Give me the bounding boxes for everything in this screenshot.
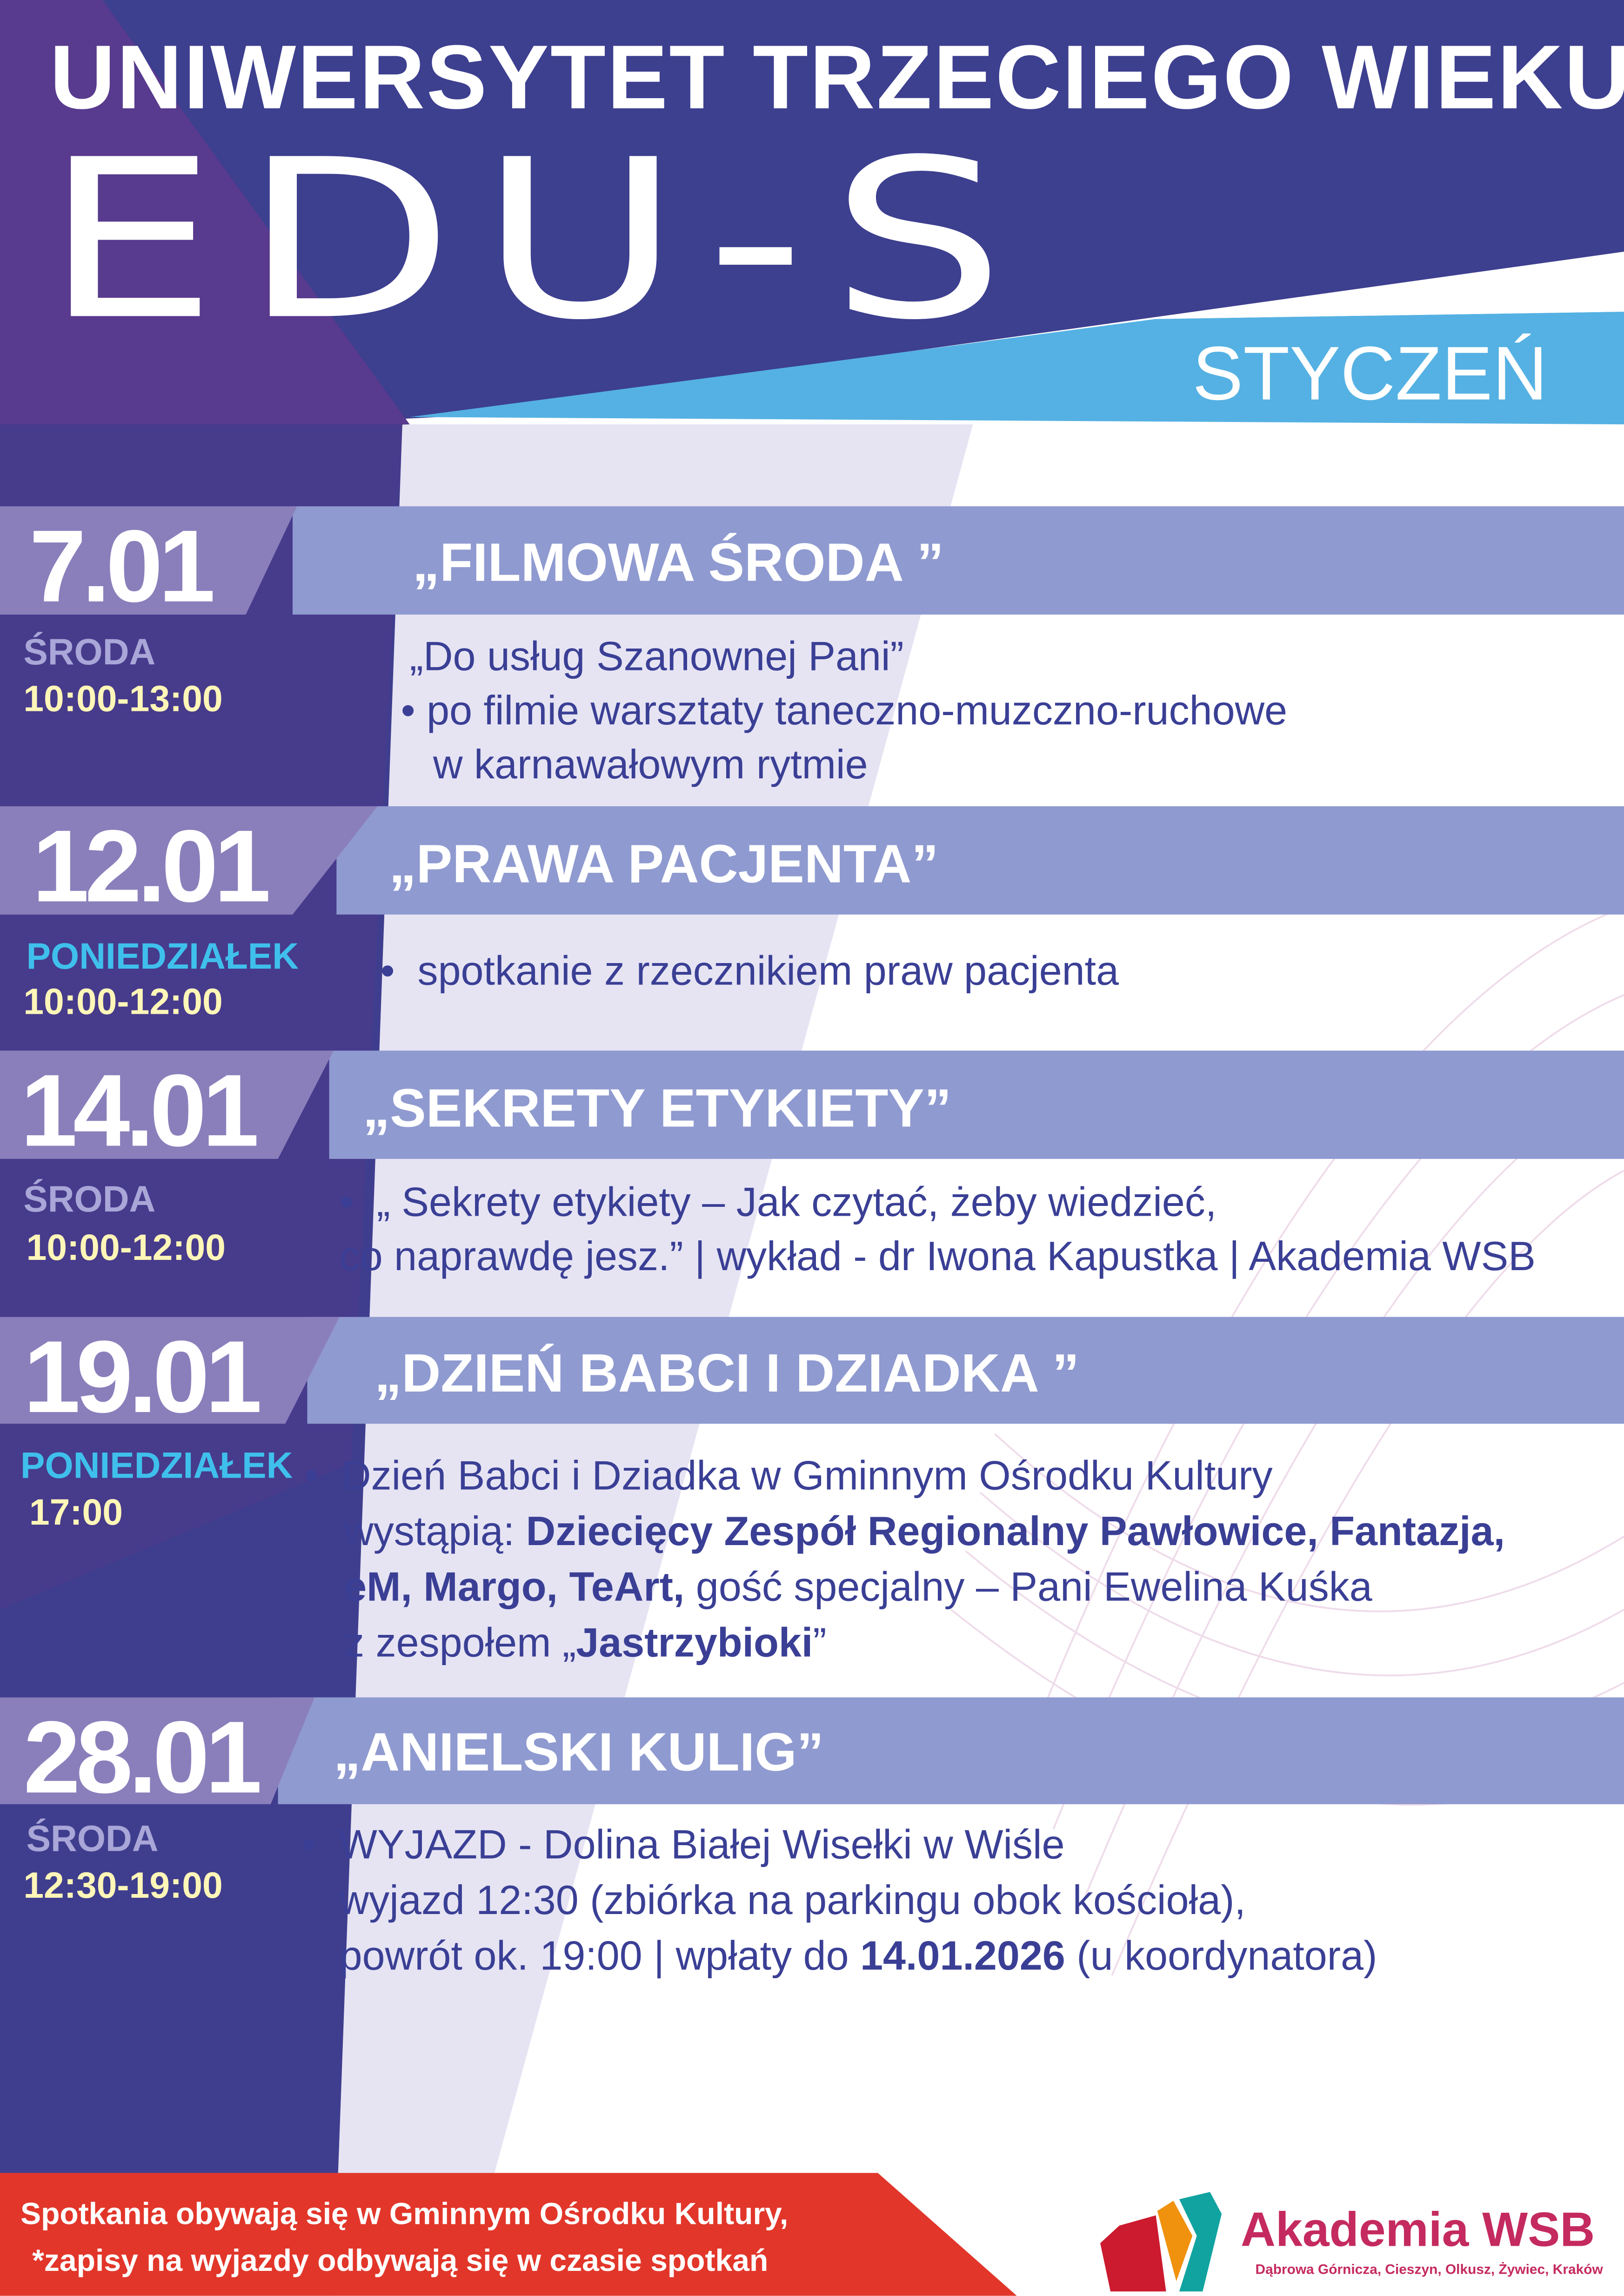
event-day: ŚRODA bbox=[26, 1819, 159, 1860]
month-label: STYCZEŃ bbox=[1192, 332, 1548, 417]
event-description: • „ Sekrety etykiety – Jak czytać, żeby … bbox=[339, 1179, 1536, 1279]
event-title: „FILMOWA ŚRODA ” bbox=[412, 532, 944, 593]
brand-title: EDU-S bbox=[44, 114, 1031, 369]
event-date: 19.01 bbox=[23, 1319, 262, 1434]
event-description: • Dzień Babci i Dziadka w Gminnym Ośrodk… bbox=[304, 1453, 1505, 1666]
logo-name: Akademia WSB bbox=[1241, 2202, 1595, 2256]
bullet: • bbox=[401, 688, 427, 733]
event-title: „PRAWA PACJENTA” bbox=[389, 834, 939, 894]
event-date: 12.01 bbox=[32, 809, 271, 924]
bullet: • bbox=[301, 1821, 339, 1868]
footer-box bbox=[0, 2173, 1017, 2296]
event-day: ŚRODA bbox=[23, 632, 156, 673]
logo-cities: Dąbrowa Górnicza, Cieszyn, Olkusz, Żywie… bbox=[1255, 2262, 1603, 2278]
event-title: „ANIELSKI KULIG” bbox=[334, 1722, 824, 1782]
bullet: • bbox=[304, 1453, 341, 1499]
event-title: „SEKRETY ETYKIETY” bbox=[362, 1078, 952, 1138]
footer-line-1: Spotkania obywają się w Gminnym Ośrodku … bbox=[20, 2197, 789, 2232]
event-description: • WYJAZD - Dolina Białej Wisełki w Wiśle… bbox=[301, 1821, 1377, 1979]
event-time: 10:00-12:00 bbox=[23, 982, 223, 1023]
event-description: • spotkanie z rzecznikiem praw pacjenta bbox=[380, 948, 1119, 994]
header-title: UNIWERSYTET TRZECIEGO WIEKU bbox=[49, 27, 1624, 129]
event-time: 12:30-19:00 bbox=[23, 1866, 223, 1907]
event-time: 10:00-12:00 bbox=[26, 1227, 226, 1269]
event-time: 10:00-13:00 bbox=[23, 679, 223, 720]
event-day: PONIEDZIAŁEK bbox=[20, 1446, 293, 1487]
bullet: • bbox=[339, 1179, 377, 1225]
event-title: „DZIEŃ BABCI I DZIADKA ” bbox=[374, 1343, 1080, 1404]
event-date: 7.01 bbox=[29, 509, 215, 623]
event-description: „Do usług Szanownej Pani” • po filmie wa… bbox=[401, 633, 1288, 788]
footer-line-2: *zapisy na wyjazdy odbywają się w czasie… bbox=[32, 2244, 769, 2278]
event-day: ŚRODA bbox=[23, 1179, 156, 1221]
event-date: 14.01 bbox=[20, 1053, 259, 1168]
bullet: • bbox=[380, 948, 418, 994]
event-day: PONIEDZIAŁEK bbox=[26, 936, 299, 977]
akademia-wsb-logo-icon bbox=[1100, 2192, 1222, 2292]
event-date: 28.01 bbox=[23, 1700, 262, 1814]
event-time: 17:00 bbox=[29, 1493, 123, 1534]
